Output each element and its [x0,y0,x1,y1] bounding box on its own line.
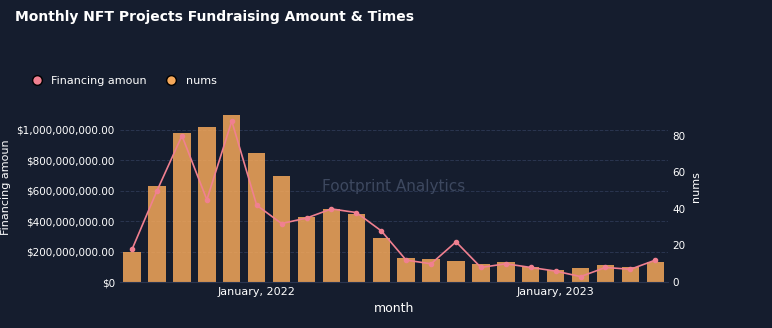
Bar [273,175,290,282]
Text: Footprint Analytics: Footprint Analytics [322,179,466,195]
Bar [248,153,266,282]
Bar [323,209,340,282]
Bar [398,258,415,282]
Bar [148,186,166,282]
Bar [621,267,639,282]
Bar [223,115,241,282]
Bar [522,267,540,282]
Bar [547,270,564,282]
X-axis label: month: month [374,302,414,316]
Y-axis label: nums: nums [691,172,701,202]
Bar [472,264,489,282]
Bar [447,261,465,282]
Y-axis label: Financing amoun: Financing amoun [1,139,11,235]
Bar [497,262,515,282]
Bar [298,216,315,282]
Bar [422,259,440,282]
Bar [572,268,589,282]
Bar [198,127,215,282]
Bar [124,252,141,282]
Bar [647,262,664,282]
Legend: Financing amoun, nums: Financing amoun, nums [21,71,221,90]
Text: Monthly NFT Projects Fundraising Amount & Times: Monthly NFT Projects Fundraising Amount … [15,10,415,24]
Bar [597,265,615,282]
Bar [347,214,365,282]
Bar [373,238,390,282]
Bar [173,133,191,282]
